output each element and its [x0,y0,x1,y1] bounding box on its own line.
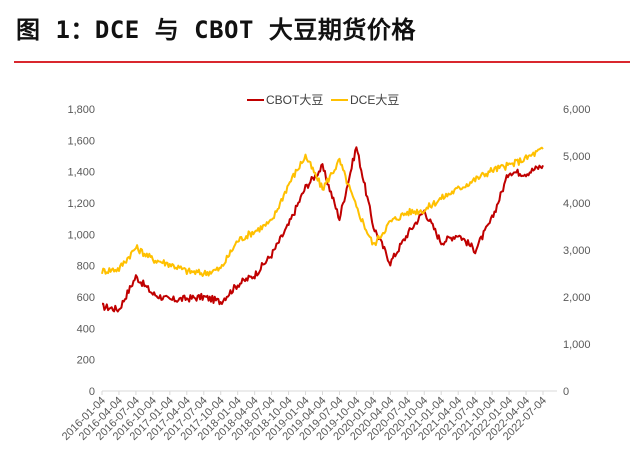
left-y-tick-label: 800 [77,261,95,273]
left-y-tick-label: 1,200 [67,198,95,210]
right-y-tick-label: 1,000 [563,339,591,351]
cbot-soybean-line [102,146,544,313]
left-y-tick-label: 1,000 [67,229,95,241]
right-y-tick-label: 2,000 [563,292,591,304]
right-y-axis: 0 1,000 2,000 3,000 4,000 5,000 6,000 [563,104,591,398]
right-y-tick-label: 0 [563,386,569,398]
right-y-tick-label: 5,000 [563,151,591,163]
right-y-tick-label: 3,000 [563,245,591,257]
x-axis: 2016-01-042016-04-042016-07-042016-10-04… [60,390,557,443]
legend-label-cbot: CBOT大豆 [266,93,323,107]
left-y-tick-label: 1,400 [67,167,95,179]
left-y-tick-label: 1,800 [67,104,95,116]
chart-legend: CBOT大豆 DCE大豆 [247,93,399,107]
figure-title: 图 1：DCE 与 CBOT 大豆期货价格 [16,16,416,44]
left-y-axis: 0 200 400 600 800 1,000 1,200 1,400 1,600 1,800 [67,104,95,398]
left-y-tick-label: 200 [77,355,95,367]
plot-lines [101,146,544,313]
dce-soybean-line [101,146,544,277]
legend-label-dce: DCE大豆 [350,93,399,107]
right-y-tick-label: 6,000 [563,104,591,116]
left-y-tick-label: 1,600 [67,135,95,147]
title-divider [14,61,630,63]
left-y-tick-label: 400 [77,323,95,335]
left-y-tick-label: 0 [89,386,95,398]
right-y-tick-label: 4,000 [563,198,591,210]
left-y-tick-label: 600 [77,292,95,304]
